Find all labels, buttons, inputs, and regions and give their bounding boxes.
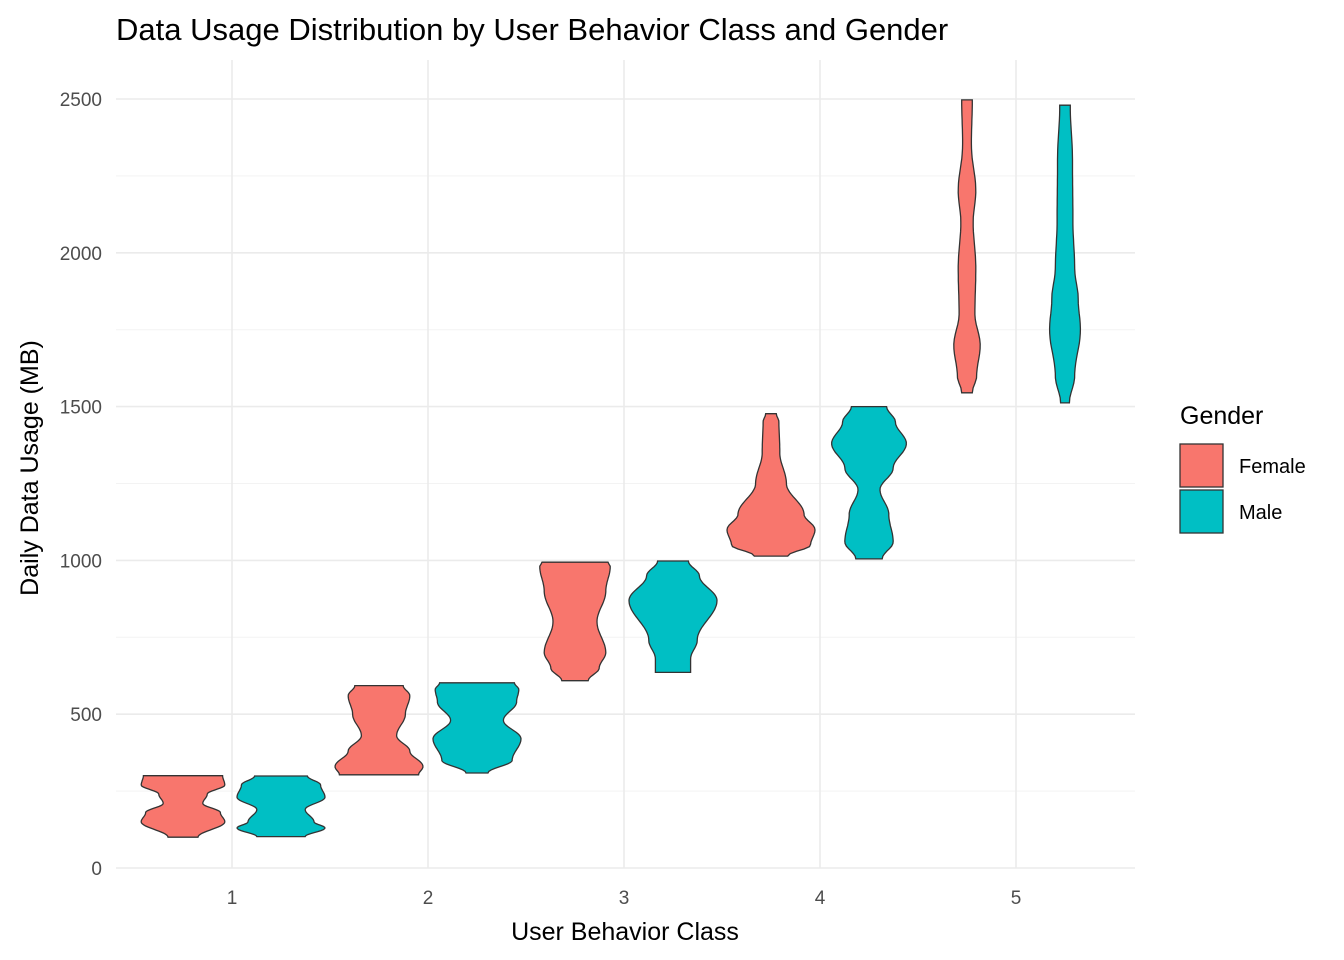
y-tick-label: 500: [70, 705, 102, 726]
y-axis-title: Daily Data Usage (MB): [16, 340, 44, 596]
x-axis-title: User Behavior Class: [511, 918, 739, 946]
violin-male-3: [628, 560, 718, 674]
x-tick-label: 4: [815, 888, 826, 909]
grid: [116, 60, 1135, 869]
x-tick-label: 5: [1011, 888, 1022, 909]
violin-female-5: [953, 99, 981, 394]
legend-title: Gender: [1180, 402, 1263, 430]
x-tick-label: 1: [227, 888, 238, 909]
chart-title: Data Usage Distribution by User Behavior…: [116, 12, 948, 47]
legend-key-male: [1179, 489, 1224, 534]
x-tick-label: 3: [619, 888, 630, 909]
plot-area: [140, 99, 1082, 838]
violin-female-3: [539, 561, 611, 682]
violin-female-4: [726, 413, 816, 557]
violin-male-2: [432, 682, 522, 774]
y-tick-label: 2500: [60, 90, 102, 111]
legend-label-male: Male: [1239, 502, 1282, 524]
y-tick-label: 0: [91, 859, 102, 880]
axis-ticks: 0 500 1000 1500 2000 2500 1 2 3 4 5: [60, 90, 1022, 909]
legend: Gender Female Male: [1179, 402, 1306, 534]
y-tick-label: 1500: [60, 398, 102, 419]
y-tick-label: 2000: [60, 244, 102, 265]
violin-male-1: [236, 775, 326, 838]
x-tick-label: 2: [423, 888, 434, 909]
violin-female-1: [140, 775, 226, 838]
violin-male-4: [831, 405, 907, 560]
legend-label-female: Female: [1239, 456, 1306, 478]
legend-key-female: [1179, 443, 1224, 488]
y-tick-label: 1000: [60, 551, 102, 572]
violin-female-2: [334, 684, 424, 776]
violin-male-5: [1048, 104, 1082, 404]
